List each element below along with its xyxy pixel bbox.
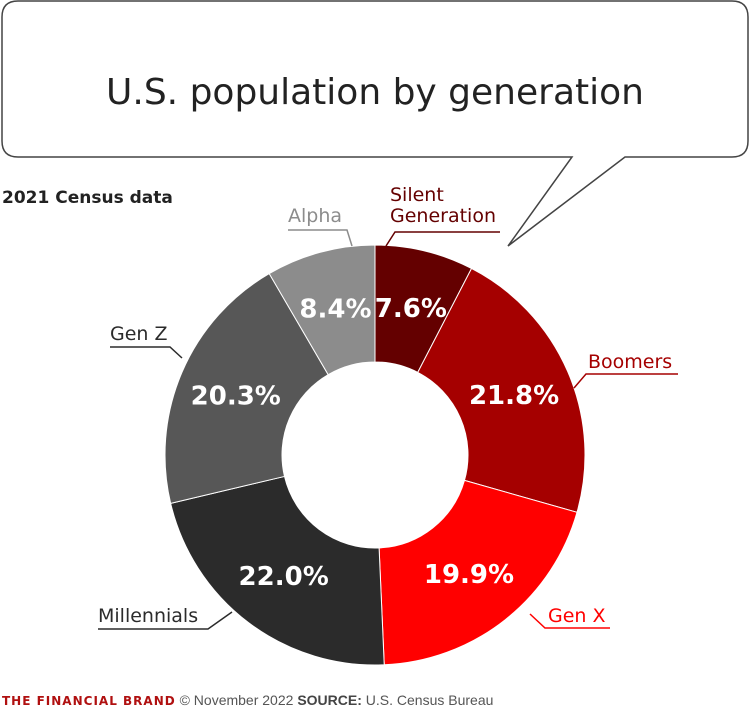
slice-gen-z xyxy=(164,272,329,504)
slice-millennials xyxy=(170,475,385,666)
category-label-alpha: Alpha xyxy=(288,205,342,227)
leader-line-boomers xyxy=(573,373,678,389)
title-speech-bubble xyxy=(1,0,749,247)
source-label: SOURCE: xyxy=(297,692,362,708)
data-label-silent-generation: 7.6% xyxy=(375,294,447,324)
leader-line-millennials xyxy=(98,611,233,630)
slice-alpha xyxy=(268,244,376,376)
chart-subtitle: 2021 Census data xyxy=(2,188,173,208)
chart-title: U.S. population by generation xyxy=(106,72,644,113)
slice-boomers xyxy=(417,267,586,513)
category-label-millennials: Millennials xyxy=(98,605,198,627)
data-label-boomers: 21.8% xyxy=(469,381,559,411)
data-label-gen-z: 20.3% xyxy=(191,381,281,411)
footer-date: © November 2022 xyxy=(179,692,294,708)
category-label-gen-z: Gen Z xyxy=(110,323,168,345)
leader-line-gen-x xyxy=(529,613,610,629)
leader-line-silent-generation xyxy=(385,231,500,247)
data-label-alpha: 8.4% xyxy=(299,295,371,325)
source-text: U.S. Census Bureau xyxy=(365,692,494,708)
leader-line-gen-z xyxy=(110,346,183,359)
brand-logo: THE FINANCIAL BRAND xyxy=(2,694,176,708)
data-label-millennials: 22.0% xyxy=(239,562,329,592)
category-label-silent-generation: Silent Generation xyxy=(390,184,496,227)
leader-line-alpha xyxy=(288,229,353,247)
category-label-boomers: Boomers xyxy=(588,351,672,373)
data-label-gen-x: 19.9% xyxy=(424,560,514,590)
footer: THE FINANCIAL BRAND © November 2022 SOUR… xyxy=(2,692,493,708)
slice-gen-x xyxy=(378,479,578,666)
category-label-gen-x: Gen X xyxy=(548,605,606,627)
